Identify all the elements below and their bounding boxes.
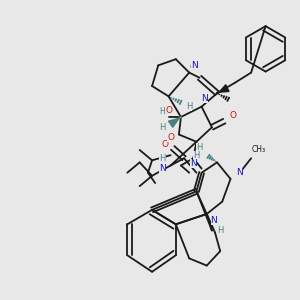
Text: H: H (193, 151, 200, 160)
Text: H: H (217, 226, 224, 235)
Text: H: H (159, 123, 166, 132)
Text: H: H (160, 107, 165, 116)
Text: N: N (236, 168, 243, 177)
Text: N: N (201, 94, 208, 103)
Text: N: N (211, 216, 218, 225)
Text: H: H (186, 102, 192, 111)
Text: CH₃: CH₃ (251, 146, 266, 154)
Text: N: N (191, 61, 198, 70)
Polygon shape (217, 85, 229, 94)
Text: O: O (229, 111, 236, 120)
Text: H: H (196, 143, 203, 152)
Text: O: O (190, 63, 197, 72)
Text: N: N (159, 164, 166, 173)
Text: H: H (159, 154, 166, 163)
Text: O: O (165, 106, 172, 115)
Text: O: O (162, 140, 169, 149)
Polygon shape (169, 116, 182, 127)
Text: O: O (167, 133, 174, 142)
Text: N: N (190, 159, 197, 168)
